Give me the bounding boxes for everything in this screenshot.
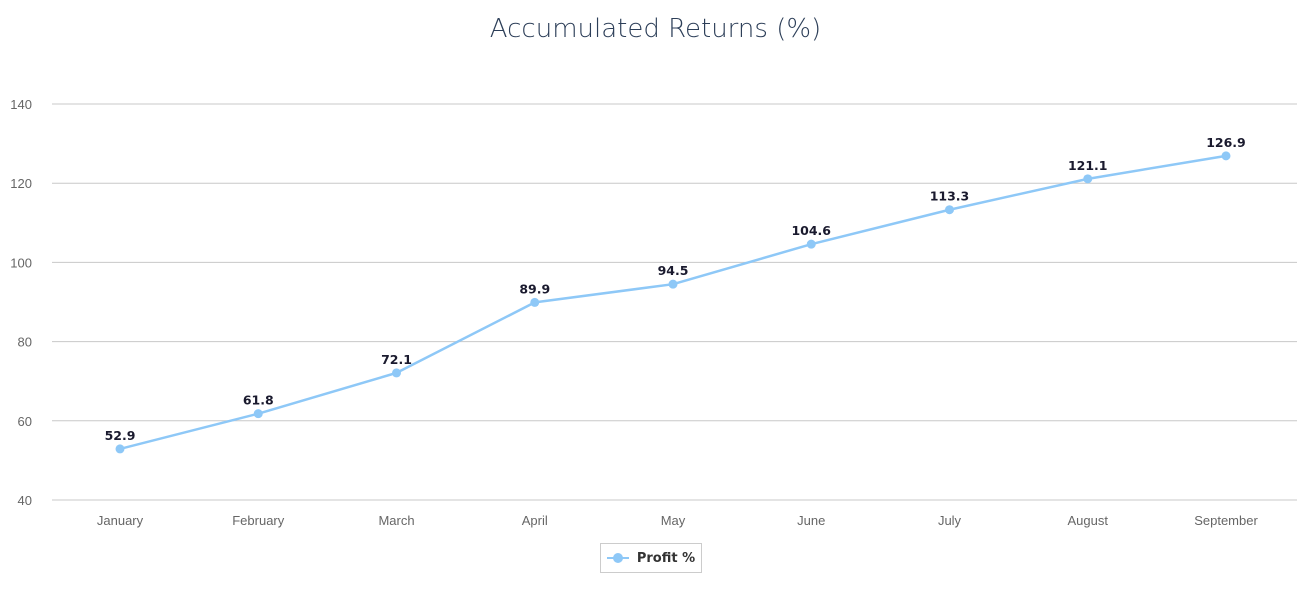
gridlines [52,103,1297,501]
series-line [119,154,1227,451]
data-label: 89.9 [519,281,550,296]
x-tick-label: August [1068,513,1109,528]
y-tick-label: 100 [10,255,32,270]
data-point [392,368,401,378]
data-label: 113.3 [930,189,970,204]
data-label: 94.5 [658,263,689,278]
data-label: 52.9 [105,428,136,443]
data-point [668,279,678,289]
x-tick-label: April [522,513,548,528]
x-tick-label: September [1194,513,1258,528]
data-label: 121.1 [1068,158,1108,173]
data-point [253,409,263,419]
data-label: 104.6 [791,223,831,238]
x-tick-label: February [232,513,285,528]
y-tick-label: 80 [18,335,32,350]
data-point [806,239,816,249]
x-tick-label: July [938,513,962,528]
y-axis-tick-labels: 40 60 80 100 120 140 [10,97,32,508]
data-point [945,205,954,215]
y-tick-label: 120 [10,176,32,191]
data-label: 126.9 [1206,135,1246,150]
x-tick-label: May [661,513,686,528]
y-tick-label: 140 [10,97,32,112]
data-labels: 52.9 61.8 72.1 89.9 94.5 104.6 113.3 121.1 126.9 [105,135,1246,443]
data-label: 61.8 [243,393,274,408]
series-profit [115,151,1231,454]
data-point [1221,151,1231,161]
x-tick-label: January [97,513,144,528]
x-axis-tick-labels: January February March April May June July Augu… [97,513,1259,528]
data-label: 72.1 [381,352,412,367]
x-tick-label: March [378,513,414,528]
x-tick-label: June [797,513,825,528]
data-point [115,444,125,454]
y-tick-label: 60 [18,414,32,429]
legend-label: Profit % [636,550,696,566]
legend[interactable]: Profit % [600,543,702,573]
y-tick-label: 40 [18,493,32,508]
data-point [1083,174,1093,184]
data-point [530,297,540,307]
legend-marker [606,552,629,564]
chart-title: Accumulated Returns (%) [489,14,822,44]
